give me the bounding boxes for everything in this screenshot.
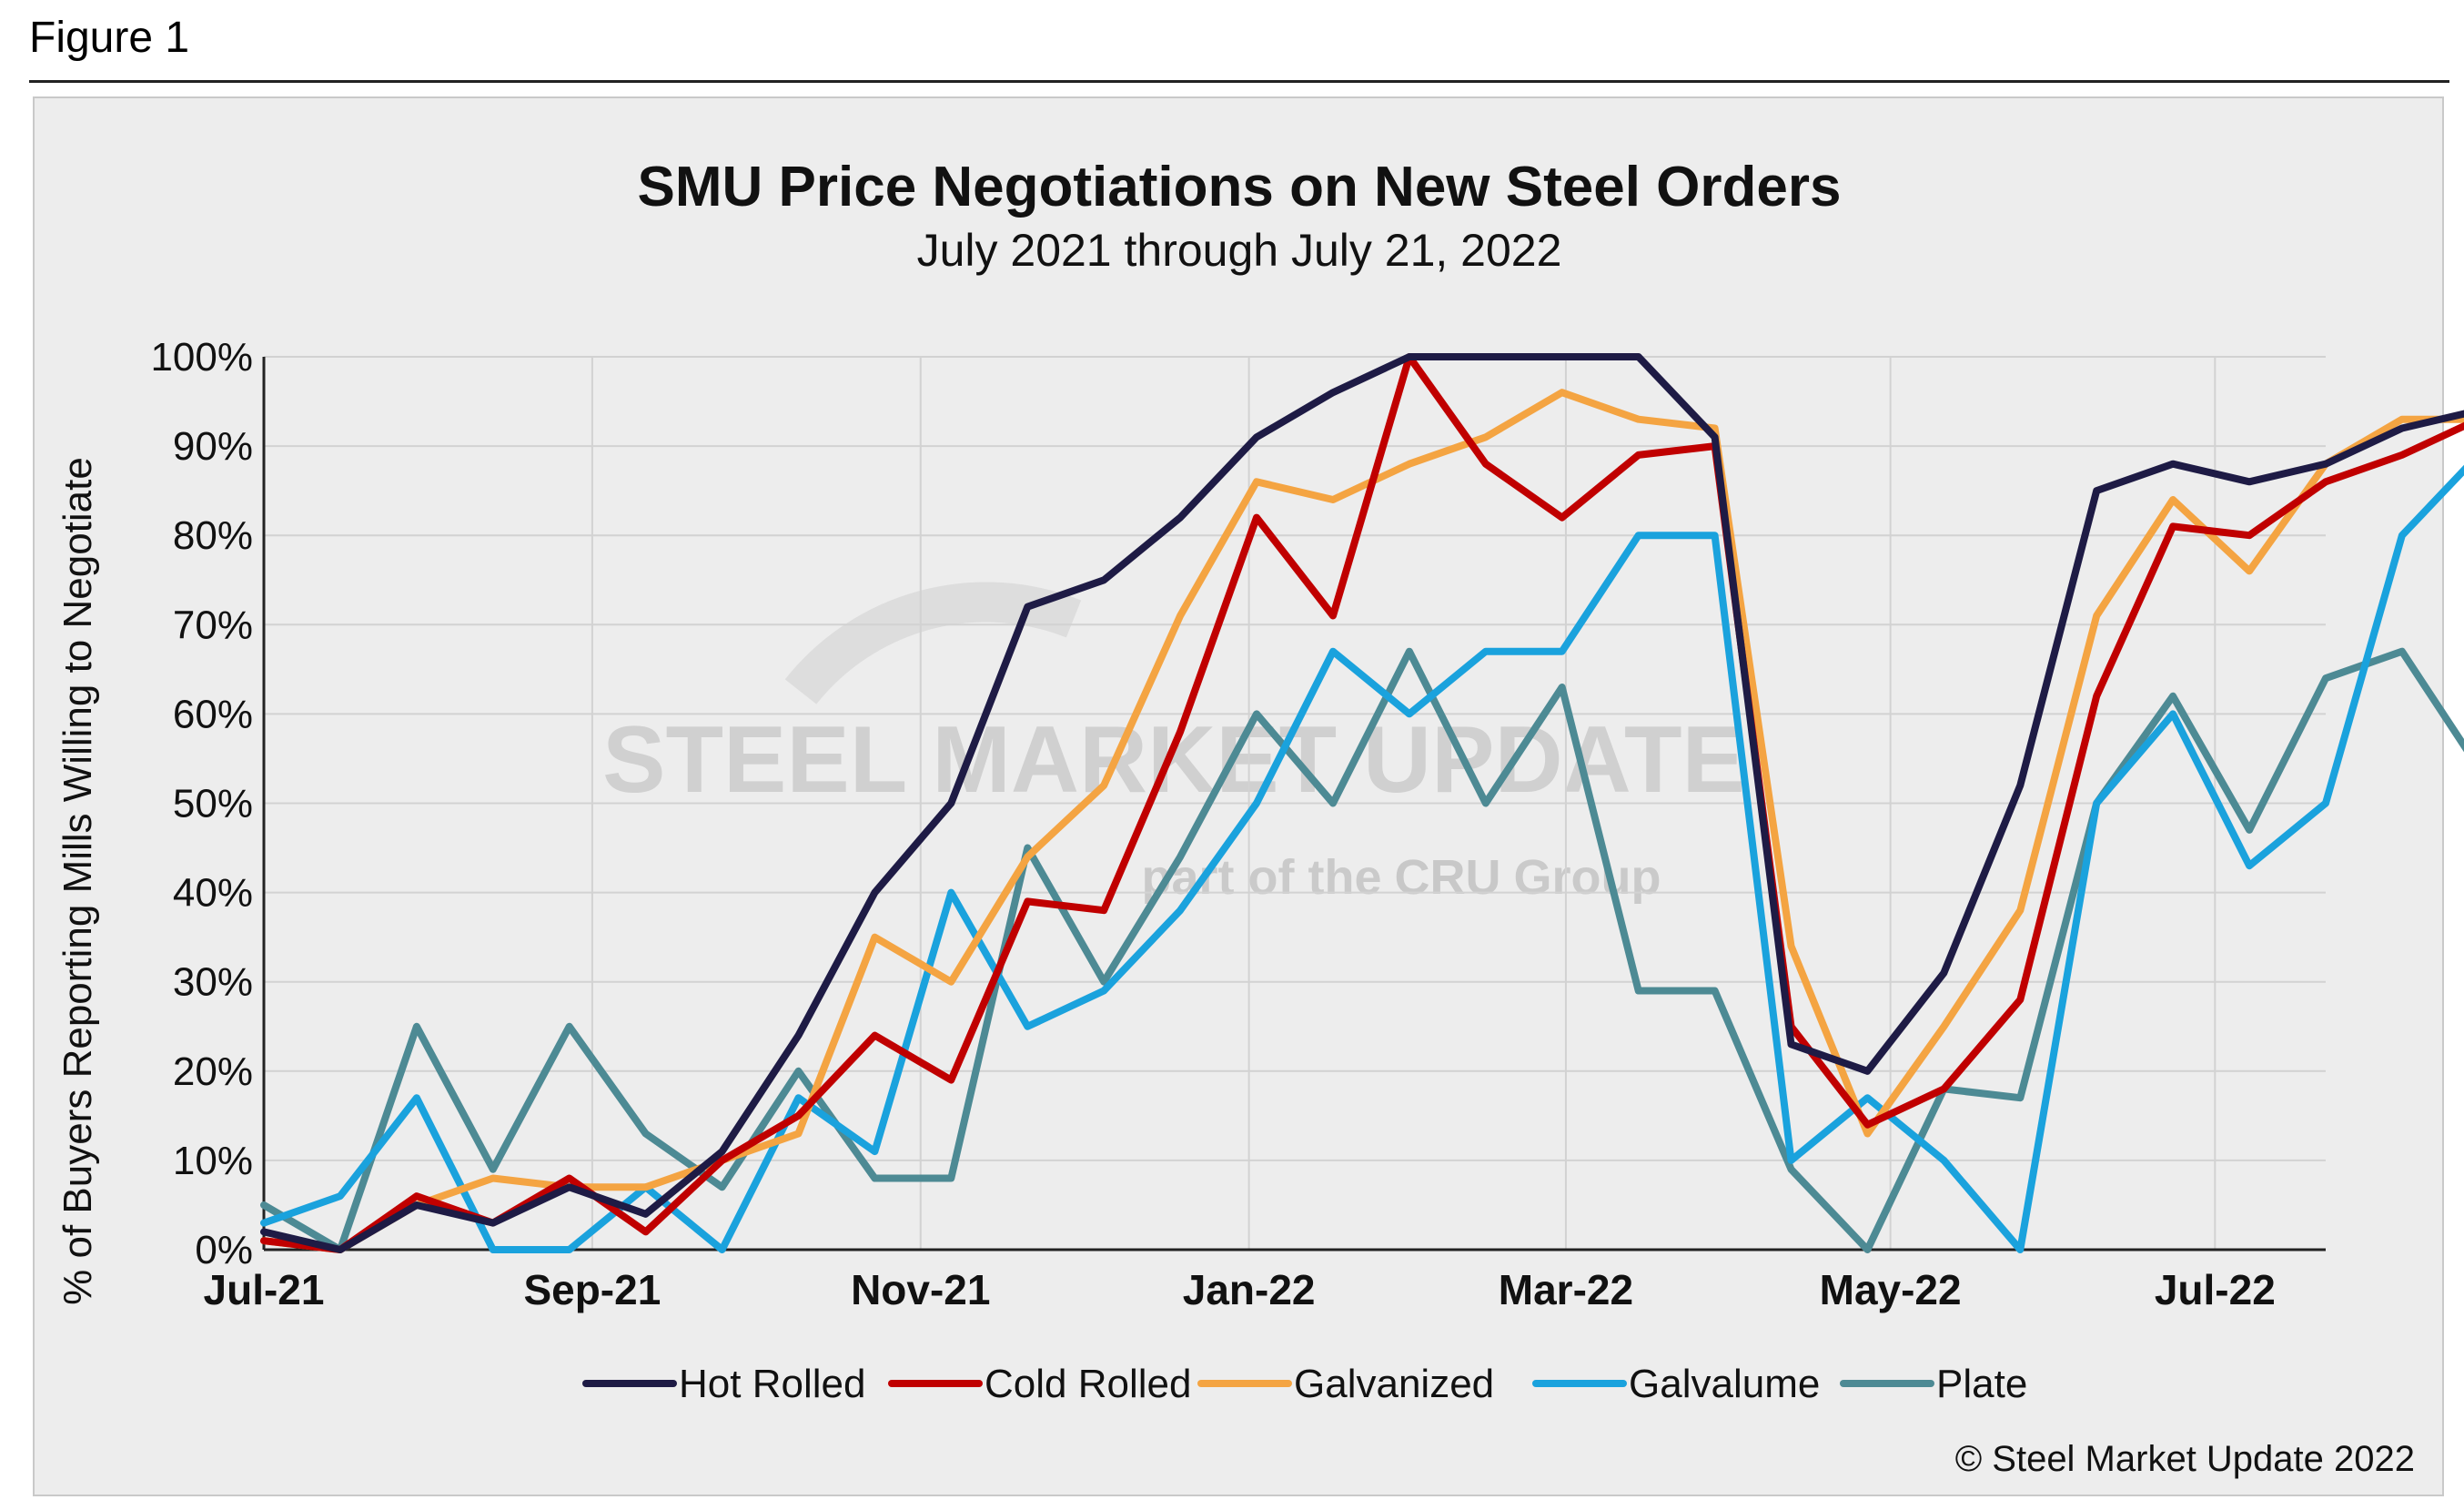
legend-label: Plate: [1936, 1362, 2027, 1406]
chart-title: SMU Price Negotiations on New Steel Orde…: [638, 156, 1842, 218]
x-tick-label: Sep-21: [523, 1266, 661, 1313]
x-tick-label: Jul-21: [204, 1266, 325, 1313]
chart-panel: [33, 96, 2444, 1496]
x-tick-label: Jan-22: [1183, 1266, 1316, 1313]
legend-item-cold-rolled: Cold Rolled: [888, 1362, 1191, 1406]
y-ticks: 0% 10% 20% 30% 40% 50% 60% 70% 80% 90% 100%: [150, 335, 253, 1272]
y-tick-label: 50%: [173, 782, 253, 826]
y-tick-label: 80%: [173, 513, 253, 558]
series-lines: [260, 353, 2464, 1253]
series-line-cold-rolled: [260, 353, 2464, 1253]
axes: [262, 357, 2326, 1252]
y-tick-label: 100%: [150, 335, 253, 380]
x-tick-label: Mar-22: [1499, 1266, 1633, 1313]
series-line-galvalume: [260, 464, 2464, 1253]
watermark-sub: part of the CRU Group: [1142, 850, 1661, 905]
legend-item-hot-rolled: Hot Rolled: [582, 1362, 865, 1406]
x-tick-label: Nov-21: [851, 1266, 990, 1313]
watermark: STEEL MARKET UPDATE part of the CRU Group: [602, 582, 1745, 905]
y-tick-label: 70%: [173, 603, 253, 647]
y-tick-label: 10%: [173, 1139, 253, 1183]
legend-label: Cold Rolled: [985, 1362, 1191, 1406]
y-tick-label: 20%: [173, 1049, 253, 1094]
legend-label: Galvalume: [1629, 1362, 1820, 1406]
legend: Hot Rolled Cold Rolled Galvanized Galvalume…: [582, 1362, 2027, 1406]
watermark-sub-after: Group: [1514, 850, 1661, 905]
chart-subtitle: July 2021 through July 21, 2022: [917, 225, 1562, 276]
x-ticks: Jul-21 Sep-21 Nov-21 Jan-22 Mar-22 May-22 Jul-…: [204, 1266, 2276, 1313]
figure-label: Figure 1: [29, 14, 190, 62]
y-tick-label: 90%: [173, 424, 253, 469]
legend-item-plate: Plate: [1840, 1362, 2027, 1406]
y-tick-label: 30%: [173, 960, 253, 1005]
x-tick-label: Jul-22: [2155, 1266, 2276, 1313]
legend-item-galvanized: Galvanized: [1197, 1362, 1494, 1406]
y-tick-label: 60%: [173, 692, 253, 736]
y-tick-label: 0%: [195, 1228, 253, 1272]
legend-item-galvalume: Galvalume: [1532, 1362, 1820, 1406]
watermark-main: STEEL MARKET UPDATE: [602, 707, 1745, 813]
legend-label: Hot Rolled: [679, 1362, 865, 1406]
series-line-hot-rolled: [260, 353, 2464, 1253]
y-tick-label: 40%: [173, 871, 253, 916]
watermark-sub-mark: CRU: [1395, 850, 1501, 905]
grid: [263, 356, 2326, 1250]
legend-label: Galvanized: [1294, 1362, 1494, 1406]
x-tick-label: May-22: [1820, 1266, 1962, 1313]
figure-rule: [29, 80, 2449, 83]
credit: © Steel Market Update 2022: [1955, 1439, 2415, 1479]
y-axis-label: % of Buyers Reporting Mills Willing to N…: [56, 457, 100, 1305]
